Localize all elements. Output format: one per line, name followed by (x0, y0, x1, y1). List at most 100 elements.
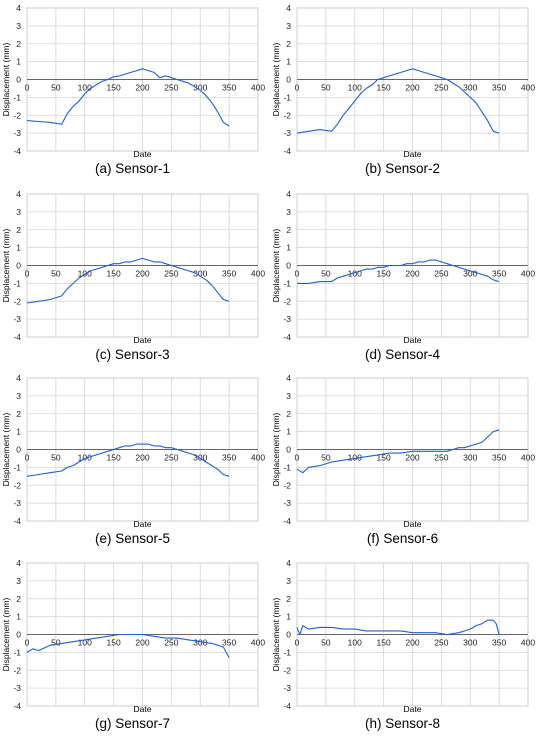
y-tick-label: 4 (16, 373, 21, 383)
chart-caption: (a) Sensor-1 (94, 161, 171, 176)
x-tick-label: 100 (348, 453, 362, 463)
x-tick-label: 0 (25, 453, 30, 463)
y-tick-label: -3 (13, 314, 21, 324)
chart-panel: 4 3 2 1 0 -1 -2 -3 -4 0 50 100 150 200 250 300 350 400 Dat… (270, 186, 535, 370)
y-axis-label: Displacement (mm) (1, 42, 11, 116)
y-tick-label: 2 (286, 225, 291, 235)
x-tick-label: 50 (51, 269, 61, 279)
y-tick-label: 1 (16, 612, 21, 622)
x-axis-label: Date (134, 149, 152, 159)
y-tick-label: 0 (16, 445, 21, 455)
x-tick-label: 150 (377, 269, 391, 279)
y-axis-label: Displacement (mm) (1, 228, 11, 302)
x-tick-label: 50 (51, 638, 61, 648)
chart-panel: 4 3 2 1 0 -1 -2 -3 -4 0 50 100 150 200 250 300 350 400 Dat… (0, 555, 265, 739)
y-tick-label: -4 (283, 701, 291, 711)
y-tick-label: -4 (13, 701, 21, 711)
y-tick-label: 2 (16, 594, 21, 604)
x-tick-label: 250 (434, 453, 448, 463)
x-tick-label: 300 (463, 83, 477, 93)
y-tick-label: 2 (16, 39, 21, 49)
y-tick-label: -2 (13, 296, 21, 306)
x-tick-label: 100 (78, 269, 92, 279)
x-axis-label: Date (404, 519, 422, 529)
y-tick-label: -3 (13, 498, 21, 508)
x-tick-label: 350 (492, 638, 506, 648)
y-tick-label: 1 (286, 243, 291, 253)
y-tick-label: 3 (16, 21, 21, 31)
x-tick-label: 400 (521, 269, 535, 279)
y-tick-label: 1 (286, 612, 291, 622)
x-tick-label: 250 (164, 638, 178, 648)
series-line (26, 257, 230, 304)
x-tick-label: 300 (193, 83, 207, 93)
y-axis-label: Displacement (mm) (271, 228, 281, 302)
x-tick-label: 400 (521, 638, 535, 648)
y-tick-label: 0 (286, 445, 291, 455)
x-tick-label: 0 (25, 83, 30, 93)
x-tick-label: 50 (321, 453, 331, 463)
y-tick-label: -2 (13, 480, 21, 490)
series-line (26, 443, 230, 477)
x-tick-label: 100 (78, 83, 92, 93)
y-tick-label: 0 (16, 75, 21, 85)
y-tick-label: -3 (283, 314, 291, 324)
chart-caption: (c) Sensor-3 (95, 347, 170, 362)
y-tick-label: -1 (283, 278, 291, 288)
y-tick-label: -1 (13, 462, 21, 472)
y-tick-label: -1 (283, 462, 291, 472)
x-tick-label: 0 (25, 638, 30, 648)
x-tick-label: 300 (463, 269, 477, 279)
series-line (296, 619, 500, 636)
x-tick-label: 100 (78, 638, 92, 648)
chart-caption: (b) Sensor-2 (364, 161, 441, 176)
x-tick-label: 300 (193, 453, 207, 463)
x-tick-label: 50 (321, 83, 331, 93)
y-tick-label: 4 (16, 558, 21, 568)
y-tick-label: 3 (286, 207, 291, 217)
y-tick-label: 3 (286, 21, 291, 31)
series-line (26, 68, 230, 127)
x-tick-label: 200 (135, 269, 149, 279)
chart-svg: 4 3 2 1 0 -1 -2 -3 -4 0 50 100 150 200 250 300 350 400 Dat… (1, 3, 265, 159)
x-tick-label: 150 (107, 269, 121, 279)
chart-panel: 4 3 2 1 0 -1 -2 -3 -4 0 50 100 150 200 250 300 350 400 Dat… (0, 370, 265, 554)
y-tick-label: -2 (283, 665, 291, 675)
x-tick-label: 0 (295, 453, 300, 463)
y-tick-label: -4 (283, 332, 291, 342)
y-tick-label: -1 (283, 92, 291, 102)
x-tick-label: 250 (164, 83, 178, 93)
y-tick-label: -4 (13, 146, 21, 156)
x-tick-label: 300 (463, 638, 477, 648)
x-tick-label: 350 (222, 638, 236, 648)
x-axis-label: Date (404, 704, 422, 714)
y-tick-label: -1 (13, 647, 21, 657)
series-line (296, 68, 500, 134)
x-tick-label: 200 (135, 83, 149, 93)
y-axis-label: Displacement (mm) (271, 42, 281, 116)
chart-panel: 4 3 2 1 0 -1 -2 -3 -4 0 50 100 150 200 250 300 350 400 Dat… (270, 0, 535, 184)
x-tick-label: 300 (193, 269, 207, 279)
chart-caption: (e) Sensor-5 (94, 531, 171, 546)
y-tick-label: 2 (286, 594, 291, 604)
x-tick-label: 250 (434, 269, 448, 279)
y-tick-label: -4 (283, 146, 291, 156)
x-tick-label: 200 (405, 638, 419, 648)
y-tick-label: 2 (286, 39, 291, 49)
x-tick-label: 350 (222, 83, 236, 93)
y-tick-label: 0 (286, 261, 291, 271)
y-tick-label: -3 (13, 128, 21, 138)
y-tick-label: 2 (16, 225, 21, 235)
chart-caption: (g) Sensor-7 (94, 716, 171, 731)
x-tick-label: 250 (434, 638, 448, 648)
x-tick-label: 200 (135, 453, 149, 463)
x-tick-label: 50 (51, 83, 61, 93)
y-tick-label: -2 (283, 110, 291, 120)
y-tick-label: -2 (13, 110, 21, 120)
y-tick-label: 3 (16, 391, 21, 401)
y-tick-label: -2 (13, 665, 21, 675)
y-tick-label: 3 (16, 576, 21, 586)
x-tick-label: 250 (434, 83, 448, 93)
x-tick-label: 200 (135, 638, 149, 648)
y-tick-label: -2 (283, 296, 291, 306)
